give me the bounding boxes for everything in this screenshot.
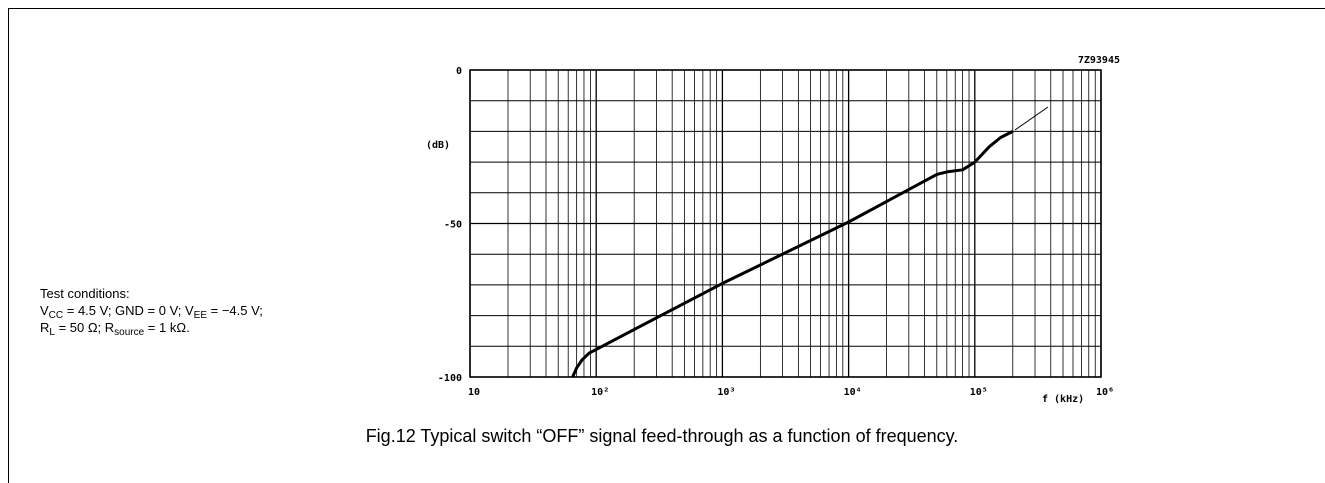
x-tick-label: 10⁶ [1096, 387, 1114, 398]
subscript: EE [194, 310, 208, 321]
y-tick-label: -50 [444, 220, 462, 231]
test-condition: VCC = 4.5 V; GND = 0 V; VEE = −4.5 V; [40, 303, 263, 321]
y-tick-label: 0 [456, 66, 462, 77]
condition-text: = 1 kΩ. [144, 320, 190, 335]
x-axis-label: f (kHz) [1042, 394, 1084, 405]
condition-text: V [40, 303, 49, 318]
condition-text: R [40, 320, 49, 335]
x-tick-label: 10⁴ [844, 387, 862, 398]
condition-text: = 4.5 V; GND = 0 V; V [63, 303, 194, 318]
y-tick-label: -100 [438, 373, 462, 384]
caption: Fig.12 Typical switch “OFF” signal feed-… [366, 426, 959, 446]
condition-text: = −4.5 V; [207, 303, 263, 318]
x-tick-label: 10⁵ [970, 387, 988, 398]
frame [8, 8, 1325, 483]
test-condition: Test conditions: [40, 286, 130, 301]
figure-code: 7Z93945 [1078, 55, 1120, 66]
curve [571, 130, 1014, 378]
subscript: source [114, 327, 144, 338]
condition-text: Test conditions: [40, 286, 130, 301]
subscript: L [49, 327, 55, 338]
plot-border [469, 69, 1102, 378]
subscript: CC [49, 310, 63, 321]
y-axis-label: (dB) [426, 140, 450, 151]
x-tick-label: 10³ [717, 387, 735, 398]
x-tick-label: 10² [591, 387, 609, 398]
condition-text: = 50 Ω; R [55, 320, 114, 335]
test-condition: RL = 50 Ω; Rsource = 1 kΩ. [40, 320, 190, 338]
leader-line [1014, 106, 1049, 131]
x-tick-label: 10 [468, 387, 480, 398]
